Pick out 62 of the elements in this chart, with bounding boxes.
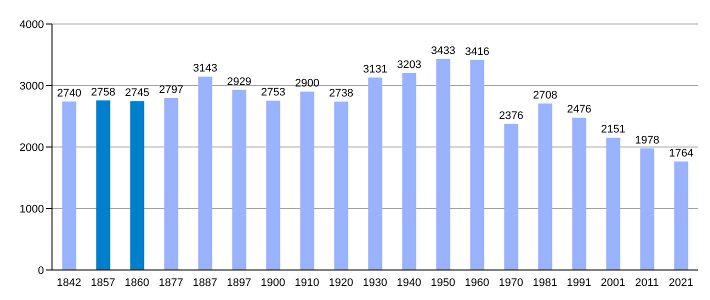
bar	[232, 90, 246, 270]
bar	[470, 60, 484, 270]
x-tick-label: 1940	[396, 276, 422, 289]
bar	[130, 101, 144, 270]
data-label: 2797	[158, 84, 184, 96]
bar	[300, 92, 314, 270]
data-label: 2151	[600, 124, 626, 136]
x-tick-label: 1960	[464, 276, 490, 289]
bar	[606, 138, 620, 270]
data-label: 3433	[430, 44, 456, 57]
bar	[334, 102, 348, 270]
bar	[538, 103, 552, 270]
bar	[504, 124, 518, 270]
x-tick-label: 1857	[90, 276, 116, 289]
x-tick-label: 1991	[566, 276, 592, 289]
x-tick-label: 1920	[328, 276, 354, 289]
data-label: 2929	[226, 76, 252, 88]
y-tick-label: 2000	[20, 142, 44, 154]
data-label: 2376	[498, 110, 524, 122]
y-tick-label: 1000	[20, 203, 44, 216]
data-label: 3203	[396, 59, 422, 72]
bar	[640, 148, 654, 270]
x-tick-label: 1950	[430, 276, 456, 289]
data-label: 3143	[192, 62, 218, 75]
x-tick-label: 2001	[600, 276, 626, 289]
data-label: 3416	[464, 46, 490, 58]
data-label: 2740	[56, 87, 82, 100]
bar	[368, 77, 382, 270]
data-label: 1978	[634, 134, 660, 146]
data-label: 1764	[668, 148, 694, 160]
x-tick-label: 1842	[56, 276, 82, 289]
data-label: 2738	[328, 88, 354, 100]
x-tick-label: 1970	[498, 276, 524, 289]
x-tick-label: 1930	[362, 276, 388, 289]
bar	[164, 98, 178, 270]
data-label: 2476	[566, 104, 592, 116]
x-tick-label: 1887	[192, 276, 218, 289]
bar	[96, 100, 110, 270]
bar	[674, 162, 688, 270]
data-label: 2753	[260, 86, 286, 99]
bar	[266, 100, 280, 270]
bar	[572, 118, 586, 270]
data-label: 2758	[90, 86, 116, 98]
x-tick-label: 2011	[635, 276, 659, 289]
data-label: 3131	[362, 63, 388, 76]
data-label: 2708	[532, 89, 558, 102]
x-tick-label: 1981	[532, 276, 558, 289]
x-tick-label: 1877	[158, 276, 184, 289]
data-label: 2900	[294, 78, 320, 90]
x-tick-label: 1900	[260, 276, 286, 289]
y-tick-label: 3000	[20, 80, 44, 92]
bar	[436, 58, 450, 270]
x-tick-label: 2021	[668, 276, 694, 289]
data-label: 2745	[124, 87, 150, 100]
bar	[198, 76, 212, 270]
x-tick-label: 1897	[226, 276, 252, 289]
y-tick-label: 0	[38, 264, 44, 277]
bar	[402, 73, 416, 270]
y-tick-label: 4000	[20, 18, 44, 31]
x-tick-label: 1860	[124, 276, 150, 289]
x-tick-label: 1910	[294, 276, 320, 289]
bar	[62, 101, 76, 270]
